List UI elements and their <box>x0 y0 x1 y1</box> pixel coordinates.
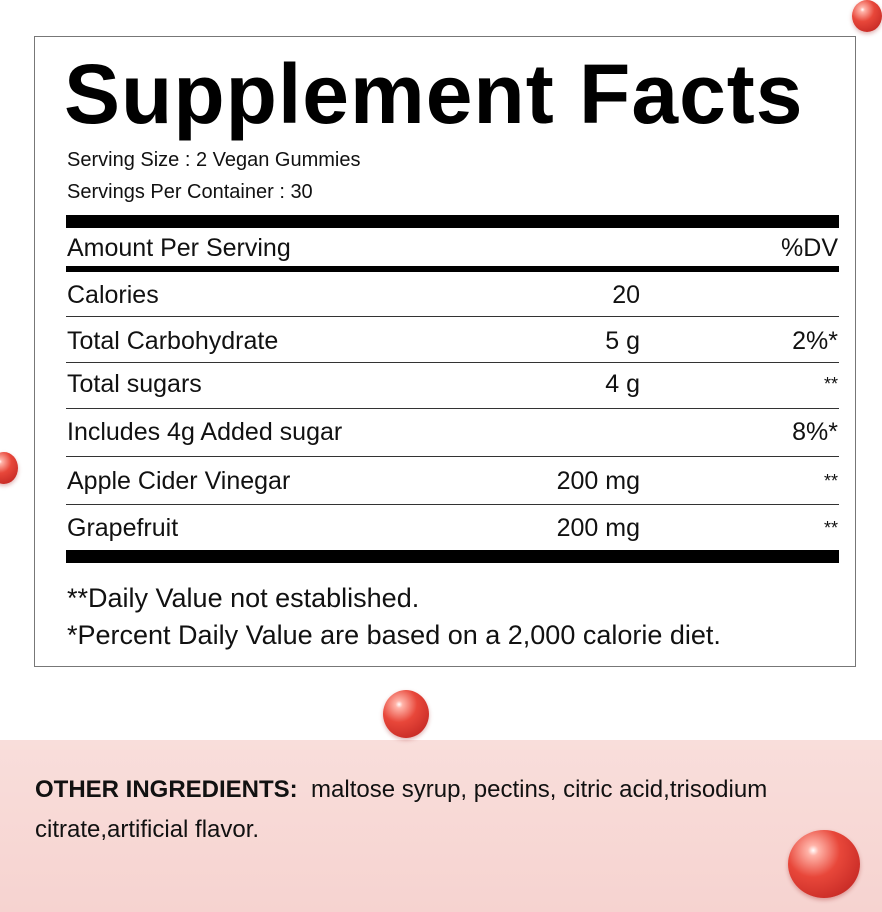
table-row: Total Carbohydrate 5 g 2%* <box>67 327 838 357</box>
row-amount: 20 <box>612 281 640 309</box>
divider <box>66 362 839 363</box>
other-ingredients: OTHER INGREDIENTS: maltose syrup, pectin… <box>35 770 855 850</box>
row-amount: 200 mg <box>556 514 640 542</box>
amount-header: Amount Per Serving <box>67 234 291 262</box>
row-dv: 8%* <box>792 418 838 446</box>
row-amount: 5 g <box>605 327 640 355</box>
divider <box>66 316 839 317</box>
gummy-bead-image <box>852 0 882 32</box>
table-row: Includes 4g Added sugar 8%* <box>67 418 838 448</box>
divider <box>66 504 839 505</box>
row-amount: 200 mg <box>556 467 640 495</box>
table-row: Total sugars 4 g ** <box>67 370 838 400</box>
table-row: Apple Cider Vinegar 200 mg ** <box>67 467 838 497</box>
divider-medium <box>66 266 839 272</box>
row-name: Total sugars <box>67 370 202 398</box>
other-ingredients-text: maltose syrup, pectins, citric acid,tris… <box>35 776 768 843</box>
row-name: Calories <box>67 281 159 309</box>
divider <box>66 456 839 457</box>
footnote: **Daily Value not established. <box>67 583 420 613</box>
servings-per-container: Servings Per Container : 30 <box>67 181 313 203</box>
row-name: Apple Cider Vinegar <box>67 467 291 495</box>
header-row: Amount Per Serving %DV <box>67 234 838 264</box>
serving-size: Serving Size : 2 Vegan Gummies <box>67 149 361 171</box>
gummy-bead-image <box>383 690 429 738</box>
row-dv: ** <box>823 471 838 491</box>
row-name: Total Carbohydrate <box>67 327 279 355</box>
row-name: Grapefruit <box>67 514 179 542</box>
table-row: Grapefruit 200 mg ** <box>67 514 838 544</box>
divider <box>66 408 839 409</box>
footnote: *Percent Daily Value are based on a 2,00… <box>67 620 721 650</box>
row-dv: 2%* <box>792 327 838 355</box>
row-name: Includes 4g Added sugar <box>67 418 343 446</box>
other-ingredients-label: OTHER INGREDIENTS: <box>35 776 298 803</box>
row-dv: ** <box>823 518 838 538</box>
gummy-bead-image <box>788 830 860 898</box>
supplement-facts-panel <box>34 36 856 667</box>
panel-title: Supplement Facts <box>64 47 804 141</box>
dv-header: %DV <box>781 234 838 262</box>
divider-thick <box>66 550 839 563</box>
row-dv: ** <box>823 374 838 394</box>
table-row: Calories 20 <box>67 281 838 311</box>
divider-thick <box>66 215 839 228</box>
gummy-bead-image <box>0 452 18 484</box>
row-amount: 4 g <box>605 370 640 398</box>
ingredients-band <box>0 740 882 912</box>
